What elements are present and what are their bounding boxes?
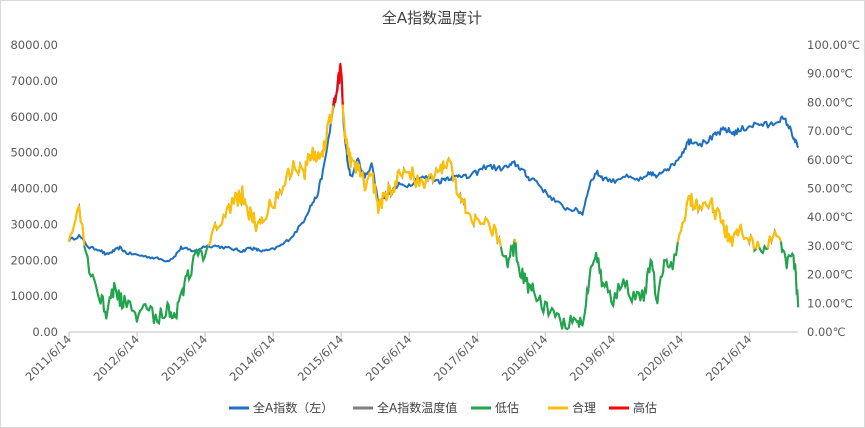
series-segment-low bbox=[753, 248, 757, 252]
x-tick-label: 2020/6/14 bbox=[635, 332, 687, 384]
legend-label: 合理 bbox=[572, 400, 596, 415]
x-tick-label: 2013/6/14 bbox=[159, 332, 211, 384]
y-right-tick-label: 50.00℃ bbox=[807, 182, 853, 196]
legend-label: 全A指数温度值 bbox=[377, 400, 457, 415]
series-segment-low bbox=[758, 245, 769, 254]
y-right-tick-label: 70.00℃ bbox=[807, 124, 853, 138]
legend-label: 全A指数（左） bbox=[253, 400, 333, 415]
y-right-tick-label: 100.00℃ bbox=[807, 38, 860, 52]
x-tick-label: 2015/6/14 bbox=[295, 332, 347, 384]
y-right-tick-label: 60.00℃ bbox=[807, 153, 853, 167]
y-right-tick-label: 10.00℃ bbox=[807, 296, 853, 310]
y-left-tick-label: 6000.00 bbox=[10, 110, 58, 124]
legend-item: 全A指数温度值 bbox=[353, 400, 457, 415]
y-left-tick-label: 1000.00 bbox=[10, 289, 58, 303]
x-tick-label: 2014/6/14 bbox=[227, 332, 279, 384]
series-segment-low bbox=[511, 239, 516, 257]
series-segment-high bbox=[332, 62, 344, 106]
series-segment-fair bbox=[207, 105, 335, 247]
axes: 0.00 1000.00 2000.00 3000.00 4000.00 5000.00 6… bbox=[10, 38, 860, 384]
series-segment-fair bbox=[676, 192, 756, 252]
series-segment-fair bbox=[766, 230, 782, 249]
legend-item: 高估 bbox=[609, 400, 657, 415]
y-right-tick-label: 30.00℃ bbox=[807, 239, 853, 253]
x-tick-label: 2017/6/14 bbox=[431, 332, 483, 384]
legend-item: 合理 bbox=[548, 400, 596, 415]
series-segment-fair bbox=[67, 205, 86, 246]
y-left-tick-label: 7000.00 bbox=[10, 74, 58, 88]
x-tick-label: 2021/6/14 bbox=[703, 332, 755, 384]
legend: 全A指数（左） 全A指数温度值 低估 合理 高估 bbox=[229, 400, 657, 415]
series-segment-low bbox=[83, 245, 210, 325]
x-tick-label: 2016/6/14 bbox=[363, 332, 415, 384]
x-tick-label: 2018/6/14 bbox=[499, 332, 551, 384]
x-tick-label: 2012/6/14 bbox=[91, 332, 143, 384]
y-left-tick-label: 4000.00 bbox=[10, 182, 58, 196]
legend-item: 全A指数（左） bbox=[229, 400, 333, 415]
series-segment-low bbox=[780, 241, 800, 308]
legend-item: 低估 bbox=[471, 401, 519, 415]
y-left-tick-label: 0.00 bbox=[32, 325, 58, 339]
x-tick-label: 2019/6/14 bbox=[567, 332, 619, 384]
series-segment-fair bbox=[513, 238, 517, 243]
y-left-tick-label: 2000.00 bbox=[10, 253, 58, 267]
y-left-tick-label: 8000.00 bbox=[10, 38, 58, 52]
series-segment-low bbox=[499, 245, 513, 269]
legend-label: 低估 bbox=[495, 401, 519, 415]
chart-title: 全A指数温度计 bbox=[382, 9, 482, 27]
legend-label: 高估 bbox=[633, 400, 657, 415]
y-right-tick-label: 0.00℃ bbox=[807, 325, 846, 339]
y-right-tick-label: 80.00℃ bbox=[807, 95, 853, 109]
y-right-tick-label: 90.00℃ bbox=[807, 67, 853, 81]
y-right-tick-label: 20.00℃ bbox=[807, 268, 853, 282]
plot-area bbox=[67, 62, 800, 331]
x-tick-label: 2011/6/14 bbox=[23, 332, 75, 384]
y-right-tick-label: 40.00℃ bbox=[807, 210, 853, 224]
y-left-tick-label: 3000.00 bbox=[10, 217, 58, 231]
series-segment-fair bbox=[755, 240, 761, 250]
y-left-tick-label: 5000.00 bbox=[10, 146, 58, 160]
series-segment-low bbox=[514, 242, 679, 331]
series-segment-fair bbox=[341, 104, 502, 248]
series-line-index bbox=[67, 74, 800, 263]
